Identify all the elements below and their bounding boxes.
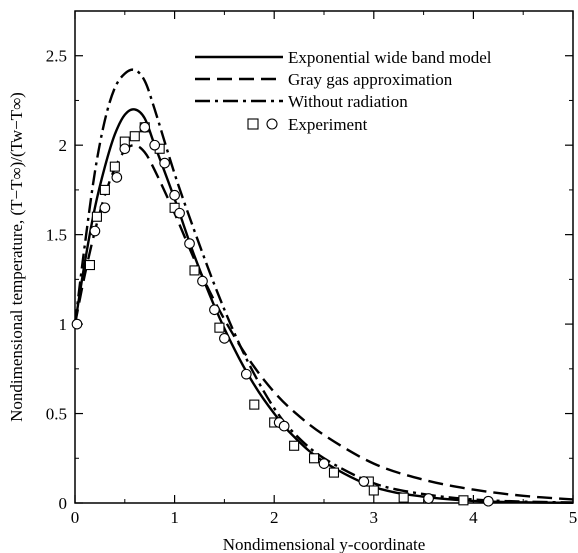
experiment-circle-marker: [169, 189, 180, 201]
experiment-square-marker: [398, 492, 409, 503]
experiment-circle-marker: [358, 476, 370, 487]
experiment-circle-marker: [111, 172, 123, 183]
y-tick-label: 0.5: [46, 405, 67, 424]
experiment-circle-marker: [174, 207, 185, 219]
experiment-square-marker: [368, 485, 379, 496]
experiment-circle-marker: [240, 368, 252, 380]
series-line-dashed: [73, 143, 574, 501]
y-axis-title: Nondimensional temperature, (T−T∞)/(Tw−T…: [7, 92, 26, 422]
y-tick-label: 2: [59, 136, 68, 155]
experiment-circle-marker: [99, 202, 111, 214]
experiment-circle-marker: [278, 420, 290, 432]
experiment-square-marker: [109, 161, 120, 172]
legend-square-marker: [247, 118, 259, 130]
experiment-circle-marker: [482, 495, 494, 507]
experiment-circle-marker: [184, 238, 195, 249]
legend-label: Exponential wide band model: [288, 48, 492, 67]
y-tick-label: 1: [59, 315, 68, 334]
experiment-square-marker: [214, 322, 225, 333]
y-tick-label: 2.5: [46, 47, 67, 66]
x-tick-label: 1: [170, 508, 179, 527]
series-line-dashdot: [73, 68, 574, 504]
experiment-square-marker: [458, 495, 469, 506]
experiment-square-marker: [129, 131, 140, 142]
x-tick-label: 3: [370, 508, 379, 527]
experiment-square-marker: [84, 260, 95, 271]
series-layer: [73, 68, 574, 504]
legend-label: Without radiation: [288, 92, 408, 111]
legend-label: Gray gas approximation: [288, 70, 453, 89]
axis-ticks: 0 1 2 3 4 5 0 0.5 1 1.5 2 2.5: [46, 11, 578, 527]
legend: Exponential wide band model Gray gas appr…: [195, 48, 492, 134]
x-tick-label: 2: [270, 508, 279, 527]
experiment-circle-marker: [89, 225, 101, 237]
experiment-circle-marker: [71, 318, 83, 330]
y-tick-label: 0: [59, 494, 68, 513]
experiment-circle-marker: [209, 304, 220, 316]
y-tick-label: 1.5: [46, 226, 67, 245]
x-axis-title: Nondimensional y-coordinate: [223, 535, 426, 553]
experiment-circle-marker: [139, 121, 151, 133]
legend-circle-marker: [266, 118, 278, 130]
experiment-square-marker: [189, 265, 200, 276]
markers-layer: [71, 121, 494, 507]
experiment-square-marker: [249, 399, 260, 410]
experiment-circle-marker: [159, 157, 170, 169]
experiment-square-marker: [99, 184, 110, 195]
experiment-circle-marker: [318, 458, 330, 469]
series-line-solid: [73, 108, 574, 504]
experiment-circle-marker: [119, 143, 131, 155]
legend-label: Experiment: [288, 115, 368, 134]
experiment-circle-marker: [423, 493, 434, 504]
x-tick-label: 4: [469, 508, 478, 527]
experiment-circle-marker: [197, 275, 208, 287]
experiment-square-marker: [328, 467, 340, 478]
experiment-square-marker: [308, 453, 320, 464]
experiment-square-marker: [289, 440, 300, 451]
x-tick-label: 0: [71, 508, 80, 527]
experiment-square-marker: [91, 211, 102, 222]
experiment-circle-marker: [149, 139, 161, 151]
experiment-circle-marker: [219, 333, 230, 344]
x-tick-label: 5: [569, 508, 578, 527]
